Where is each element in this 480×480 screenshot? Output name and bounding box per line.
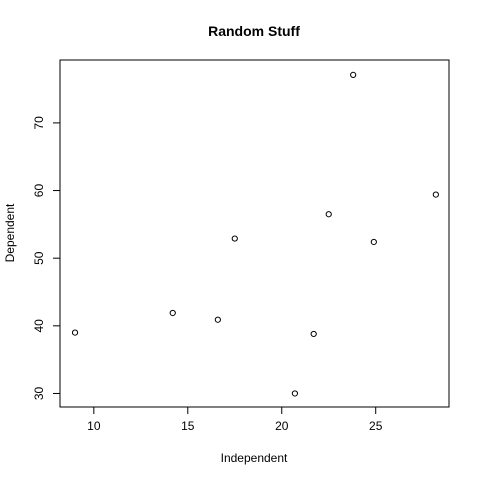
data-point-8	[350, 71, 357, 78]
y-tick-label-60: 60	[32, 184, 46, 198]
y-tick-label-50: 50	[32, 251, 46, 265]
data-point-3	[214, 316, 221, 323]
plot-frame	[59, 59, 450, 408]
x-tick-label-20: 20	[275, 419, 289, 433]
data-point-1	[71, 329, 79, 336]
data-point-2	[169, 309, 176, 317]
y-tick-label-40: 40	[32, 319, 46, 333]
y-axis-label: Dependent	[3, 203, 17, 262]
x-axis-label: Independent	[221, 451, 288, 465]
data-points	[71, 71, 439, 397]
data-point-9	[370, 238, 377, 246]
data-point-6	[310, 330, 317, 338]
chart-title: Random Stuff	[208, 23, 300, 39]
y-axis: 30 40 50 60 70	[32, 116, 60, 400]
data-point-7	[325, 211, 332, 218]
x-tick-label-10: 10	[87, 419, 101, 433]
x-axis: 10 15 20 25	[87, 407, 383, 433]
x-tick-label-15: 15	[181, 419, 195, 433]
x-tick-label-25: 25	[369, 419, 383, 433]
y-tick-label-70: 70	[32, 116, 46, 130]
data-point-4	[231, 235, 238, 242]
data-point-5	[291, 390, 299, 397]
y-tick-label-30: 30	[32, 386, 46, 400]
data-point-10	[432, 191, 439, 198]
